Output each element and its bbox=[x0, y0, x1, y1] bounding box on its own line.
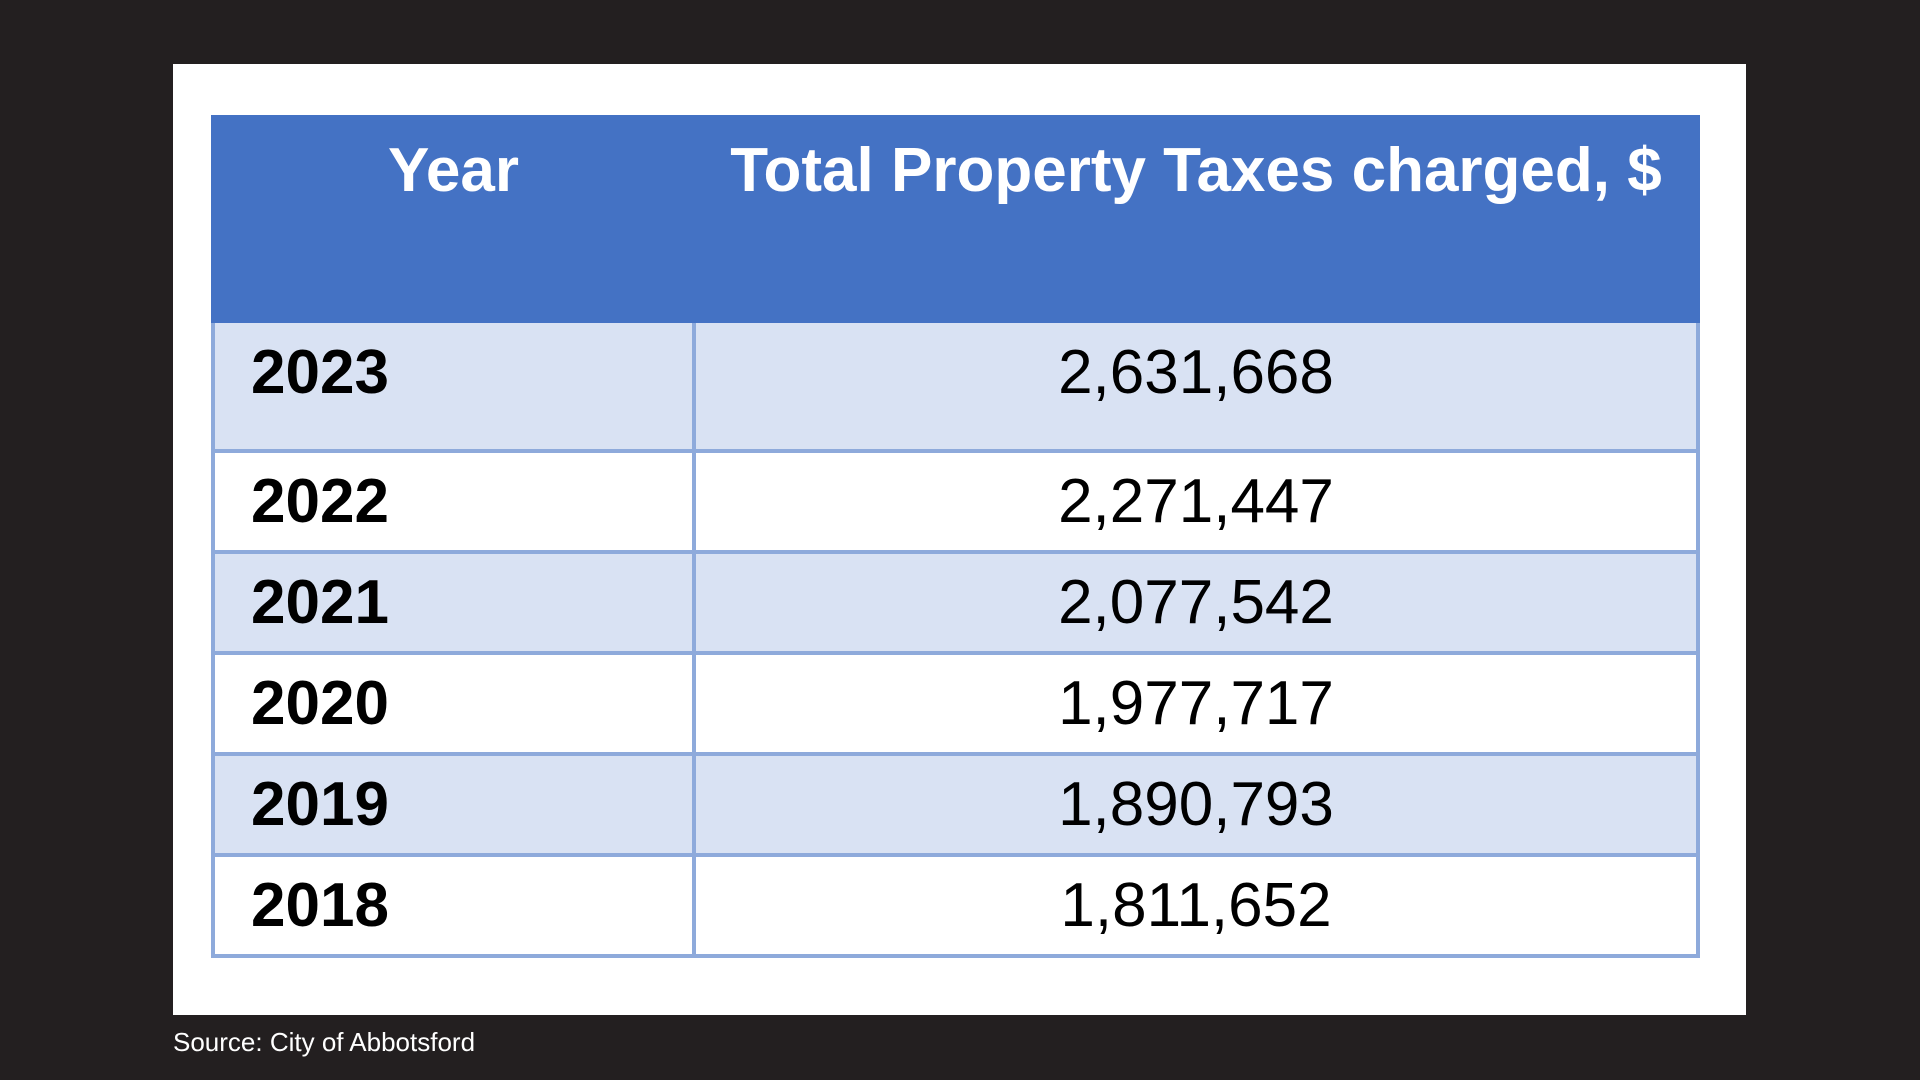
source-caption: Source: City of Abbotsford bbox=[173, 1027, 476, 1057]
table-card: Year Total Property Taxes charged, $ 202… bbox=[173, 64, 1746, 1015]
table-body: 2023 2,631,668 2022 2,271,447 2021 2,077… bbox=[211, 319, 1700, 958]
table-row: 2019 1,890,793 bbox=[211, 752, 1700, 857]
table-row: 2018 1,811,652 bbox=[211, 853, 1700, 958]
table-header: Year Total Property Taxes charged, $ bbox=[211, 115, 1700, 323]
year-cell: 2022 bbox=[211, 449, 696, 554]
table-row: 2020 1,977,717 bbox=[211, 651, 1700, 756]
year-column-header: Year bbox=[211, 115, 696, 323]
year-cell: 2019 bbox=[211, 752, 696, 857]
taxes-cell: 1,811,652 bbox=[692, 853, 1700, 958]
taxes-cell: 2,631,668 bbox=[692, 319, 1700, 453]
year-cell: 2023 bbox=[211, 319, 696, 453]
taxes-cell: 2,271,447 bbox=[692, 449, 1700, 554]
year-cell: 2020 bbox=[211, 651, 696, 756]
year-cell: 2018 bbox=[211, 853, 696, 958]
taxes-cell: 1,890,793 bbox=[692, 752, 1700, 857]
taxes-cell: 1,977,717 bbox=[692, 651, 1700, 756]
taxes-cell: 2,077,542 bbox=[692, 550, 1700, 655]
table-row: 2022 2,271,447 bbox=[211, 449, 1700, 554]
taxes-column-header: Total Property Taxes charged, $ bbox=[692, 115, 1700, 323]
header-row: Year Total Property Taxes charged, $ bbox=[211, 115, 1700, 323]
year-cell: 2021 bbox=[211, 550, 696, 655]
table-row: 2021 2,077,542 bbox=[211, 550, 1700, 655]
table-row: 2023 2,631,668 bbox=[211, 319, 1700, 453]
property-tax-table: Year Total Property Taxes charged, $ 202… bbox=[211, 115, 1700, 958]
